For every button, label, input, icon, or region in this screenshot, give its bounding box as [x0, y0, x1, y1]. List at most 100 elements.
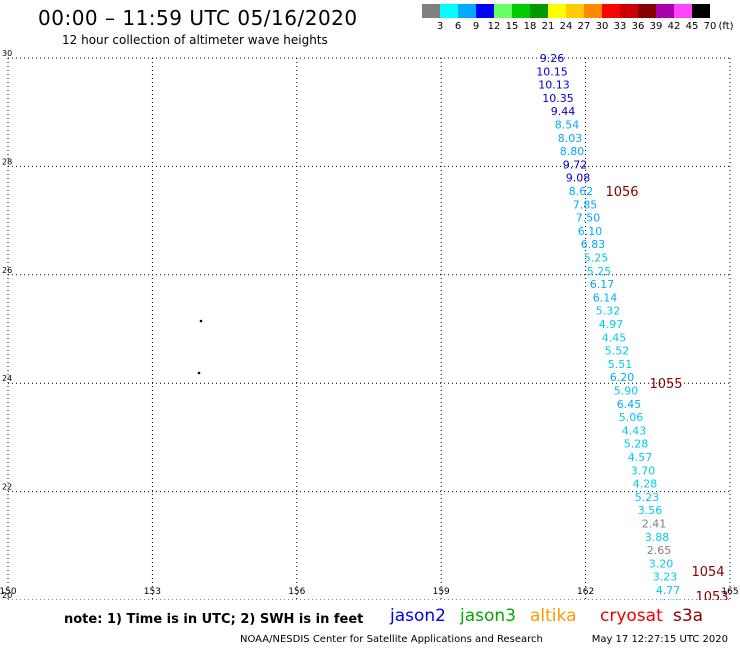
legend-swatch	[620, 4, 638, 18]
swh-value: 3.20	[649, 557, 674, 570]
legend-swatch	[476, 4, 494, 18]
swh-value: 6.20	[610, 371, 635, 384]
legend-swatch	[494, 4, 512, 18]
lon-tick-label: 150	[0, 587, 17, 597]
swh-value: 7.50	[576, 212, 601, 225]
legend-label: 39	[649, 21, 663, 32]
swh-value: 3.70	[631, 464, 656, 477]
satellite-jason3: jason3	[460, 606, 516, 626]
lon-tick-label: 156	[288, 587, 305, 597]
island-marker	[197, 371, 201, 375]
satellite-s3a: s3a	[673, 606, 704, 626]
lon-tick-label: 162	[577, 587, 594, 597]
note-text: note: 1) Time is in UTC; 2) SWH is in fe…	[64, 612, 364, 627]
lat-tick-label: 20	[2, 591, 12, 600]
swh-value: 5.06	[619, 411, 644, 424]
swh-value: 3.88	[645, 531, 670, 544]
swh-value: 10.35	[542, 92, 574, 105]
legend-swatch	[440, 4, 458, 18]
legend-swatch	[566, 4, 584, 18]
swh-value: 4.28	[633, 478, 658, 491]
swh-value: 6.83	[581, 238, 606, 251]
swh-value: 6.17	[590, 278, 615, 291]
legend-unit: (ft)	[718, 21, 734, 32]
legend-swatch	[548, 4, 566, 18]
legend-label: 21	[541, 21, 555, 32]
swh-value: 5.90	[614, 385, 639, 398]
page-subtitle: 12 hour collection of altimeter wave hei…	[62, 33, 328, 47]
legend-swatch	[422, 4, 440, 18]
swh-value: 3.53	[659, 597, 684, 600]
swh-value: 9.44	[551, 105, 576, 118]
lat-tick-label: 26	[2, 266, 12, 275]
satellite-cryosat: cryosat	[600, 606, 663, 626]
swh-value: 4.43	[622, 424, 647, 437]
satellite-altika: altika	[530, 606, 577, 626]
legend-swatch	[638, 4, 656, 18]
legend-label: 6	[454, 21, 462, 32]
swh-value: 2.65	[647, 544, 672, 557]
lon-tick-label: 165	[721, 587, 738, 597]
page-title: 00:00 – 11:59 UTC 05/16/2020	[38, 6, 358, 30]
swh-value: 9.26	[540, 52, 565, 65]
swh-value: 8.03	[558, 132, 583, 145]
legend-swatch	[530, 4, 548, 18]
swh-value: 8.62	[569, 185, 594, 198]
legend-swatch	[656, 4, 674, 18]
swh-value: 5.25	[587, 265, 612, 278]
swh-value: 5.23	[635, 491, 660, 504]
swh-value: 10.13	[538, 79, 570, 92]
lat-tick-label: 24	[2, 374, 12, 383]
legend-label: 33	[613, 21, 627, 32]
swh-value: 9.72	[563, 158, 588, 171]
lat-tick-label: 30	[2, 49, 12, 58]
satellite-jason2: jason2	[390, 606, 446, 626]
swh-value: 5.32	[596, 305, 621, 318]
swh-value: 3.56	[638, 504, 663, 517]
generated-timestamp: May 17 12:27:15 UTC 2020	[591, 634, 728, 645]
time-mark-label: 1053	[695, 590, 728, 600]
time-mark-label: 1055	[649, 377, 682, 392]
swh-value: 7.85	[573, 198, 598, 211]
legend-label: 18	[523, 21, 537, 32]
lon-tick-label: 153	[144, 587, 161, 597]
legend-label: 12	[487, 21, 501, 32]
swh-value: 4.57	[628, 451, 653, 464]
legend-label: 70	[703, 21, 717, 32]
swh-value: 4.77	[656, 584, 681, 597]
swh-value: 5.25	[584, 252, 609, 265]
swh-value: 6.10	[578, 225, 603, 238]
swh-value: 8.80	[560, 145, 585, 158]
lat-tick-label: 28	[2, 157, 12, 166]
legend-label: 9	[472, 21, 480, 32]
lon-tick-label: 159	[433, 587, 450, 597]
source-credit: NOAA/NESDIS Center for Satellite Applica…	[240, 634, 543, 645]
legend-label: 24	[559, 21, 573, 32]
legend-label: 15	[505, 21, 519, 32]
legend-swatch	[458, 4, 476, 18]
legend-swatch	[674, 4, 692, 18]
time-mark-label: 1054	[691, 565, 724, 580]
legend-label: 36	[631, 21, 645, 32]
time-mark-label: 1056	[605, 185, 638, 200]
swh-value: 6.14	[593, 291, 618, 304]
lat-tick-label: 22	[2, 483, 12, 492]
legend-label: 42	[667, 21, 681, 32]
swh-value: 5.52	[605, 345, 630, 358]
legend-label: 30	[595, 21, 609, 32]
swh-value: 6.45	[617, 398, 642, 411]
swh-value: 3.23	[653, 571, 678, 584]
legend-swatch	[512, 4, 530, 18]
island-marker	[199, 319, 203, 323]
legend-label: 27	[577, 21, 591, 32]
swh-value: 9.08	[566, 172, 591, 185]
swh-value: 4.97	[599, 318, 624, 331]
legend-swatch	[584, 4, 602, 18]
legend-label: 45	[685, 21, 699, 32]
swh-value: 4.45	[602, 331, 627, 344]
legend-label: 3	[436, 21, 444, 32]
color-legend: 3 6 9 12 15 18 21 24 27 30 33 36 39 42 45 70 (ft)	[422, 4, 734, 34]
swh-value: 2.41	[642, 518, 667, 531]
swh-value: 5.28	[624, 438, 649, 451]
